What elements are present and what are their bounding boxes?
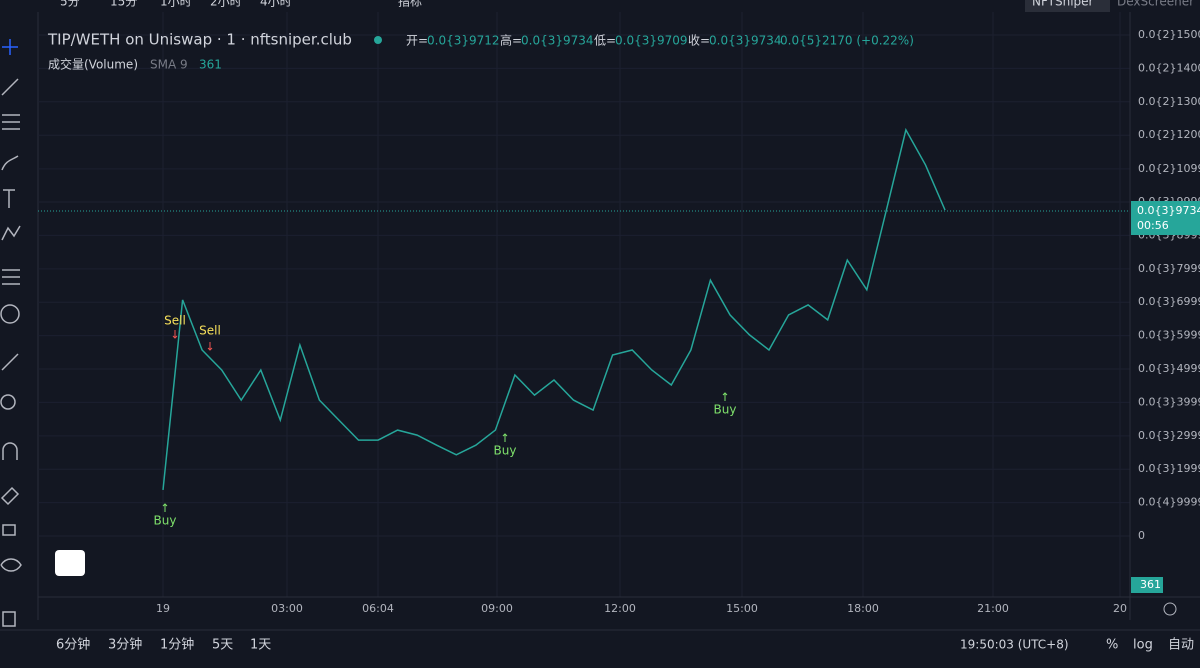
legend-close-label: 收= — [688, 34, 710, 48]
range-button[interactable]: 1天 — [250, 638, 271, 653]
symbol-title: TIP/WETH on Uniswap · 1 · nftsniper.club — [47, 31, 352, 49]
range-button[interactable]: 6分钟 — [56, 637, 90, 653]
legend-open: 0.0{3}9712 — [427, 34, 500, 48]
percent-toggle[interactable]: % — [1106, 638, 1118, 653]
annotation-buy: Buy — [714, 403, 737, 417]
range-button[interactable]: 1分钟 — [160, 637, 194, 653]
annotation-arrows — [162, 330, 728, 512]
interval[interactable]: 4小时 — [260, 0, 292, 9]
legend-low: 0.0{3}9709 — [615, 34, 688, 48]
y-tick-label: 0.0{3}3999 — [1138, 395, 1200, 408]
annotation-buy: Buy — [154, 514, 177, 528]
y-tick-label: 0.0{3}2999 — [1138, 429, 1200, 442]
legend-high-label: 高= — [500, 33, 522, 48]
y-tick-label: 0.0{3}6999 — [1138, 295, 1200, 308]
tab-active[interactable] — [1025, 0, 1110, 12]
legend-close: 0.0{3}9734 — [709, 34, 782, 48]
interval[interactable]: 15分 — [110, 0, 137, 9]
status-dot — [374, 36, 382, 44]
interval[interactable]: 5分 — [60, 0, 80, 9]
x-tick-label: 20 — [1113, 602, 1127, 615]
y-tick-label: 0.0{4}9999 — [1138, 496, 1200, 509]
x-tick-label: 21:00 — [977, 602, 1009, 615]
legend-change: 0.0{5}2170 (+0.22%) — [780, 34, 914, 48]
annotation-sell: Sell — [199, 324, 221, 338]
volume-name: 成交量(Volume) — [48, 57, 138, 72]
y-tick-label: 0.0{3}5999 — [1138, 329, 1200, 342]
legend-open-label: 开= — [406, 34, 428, 48]
logo[interactable] — [55, 550, 85, 576]
range-button[interactable]: 3分钟 — [108, 637, 142, 653]
log-toggle[interactable]: log — [1133, 638, 1153, 653]
y-tick-label: 0.0{2}1400 — [1138, 61, 1200, 74]
interval[interactable]: 1小时 — [160, 0, 192, 9]
last-price-label: 0.0{3}9734 — [1137, 204, 1200, 217]
auto-toggle[interactable]: 自动 — [1168, 638, 1194, 653]
drawing-tools[interactable] — [0, 39, 22, 627]
y-tick-label: 0.0{3}4999 — [1138, 362, 1200, 375]
y-tick-label: 0.0{2}1500 — [1138, 28, 1200, 41]
volume-sma: SMA 9 — [150, 58, 188, 72]
last-price-box — [1131, 201, 1200, 235]
indicators[interactable]: 指标 — [398, 0, 422, 9]
annotation-buy: Buy — [494, 444, 517, 458]
tab[interactable]: NFTSniper — [1032, 0, 1094, 9]
volume-box — [1131, 577, 1163, 593]
y-tick-label: 0.0{2}1300 — [1138, 95, 1200, 108]
x-tick-label: 09:00 — [481, 602, 513, 615]
y-tick-label: 0 — [1138, 529, 1145, 542]
legend-low-label: 低= — [594, 34, 616, 48]
x-tick-label: 15:00 — [726, 602, 758, 615]
interval[interactable]: 2小时 — [210, 0, 242, 9]
volume-value: 361 — [199, 58, 222, 72]
y-tick-label: 0.0{3}7999 — [1138, 262, 1200, 275]
clock: 19:50:03 (UTC+8) — [960, 638, 1069, 652]
annotation-sell: Sell — [164, 314, 186, 328]
x-tick-label: 12:00 — [604, 602, 636, 615]
settings-icon[interactable] — [1163, 602, 1177, 616]
price-line — [162, 127, 946, 490]
x-tick-label: 06:04 — [362, 602, 394, 615]
y-tick-label: 0.0{2}1099 — [1138, 162, 1200, 175]
range-button[interactable]: 5天 — [212, 638, 233, 653]
x-tick-label: 03:00 — [271, 602, 303, 615]
x-tick-label: 19 — [156, 602, 170, 615]
tab[interactable]: DexScreener — [1117, 0, 1194, 9]
y-tick-label: 0.0{2}1200 — [1138, 128, 1200, 141]
legend-high: 0.0{3}9734 — [521, 34, 594, 48]
countdown: 00:56 — [1137, 219, 1169, 232]
volume-axis-label: 361 — [1140, 578, 1161, 591]
y-tick-label: 0.0{3}1999 — [1138, 462, 1200, 475]
x-tick-label: 18:00 — [847, 602, 879, 615]
top-bar — [0, 0, 1200, 12]
